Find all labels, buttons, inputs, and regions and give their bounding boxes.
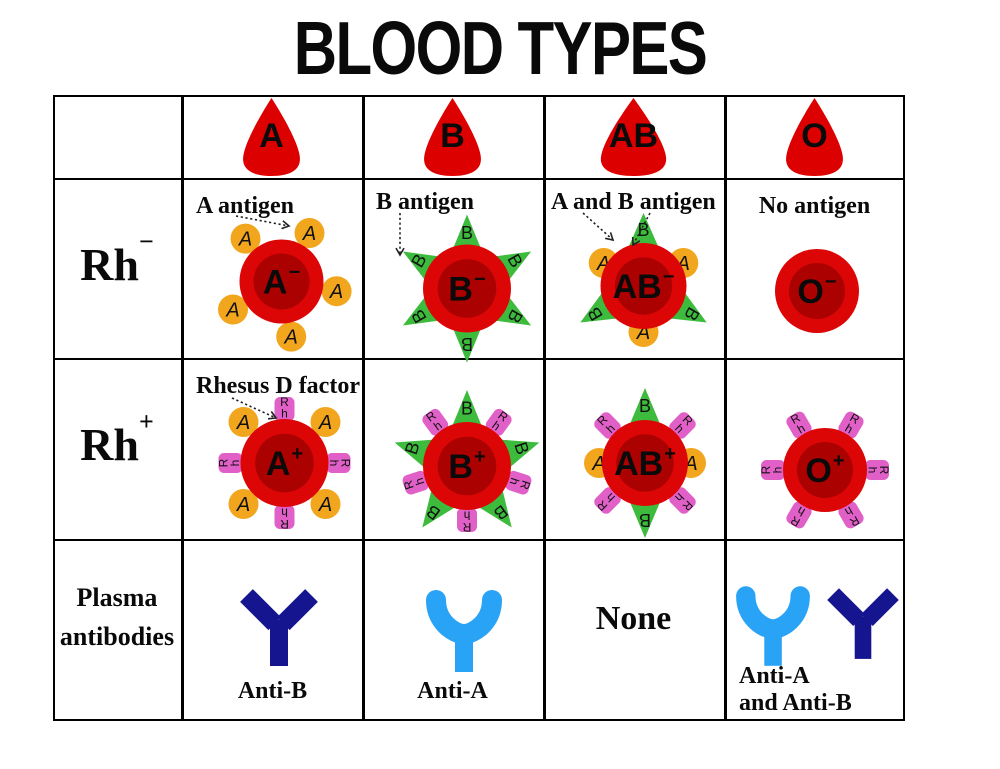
svg-text:B: B	[637, 220, 649, 240]
svg-text:A: A	[329, 281, 343, 303]
svg-text:Rh: Rh	[866, 466, 892, 475]
svg-text:A: A	[318, 412, 332, 434]
svg-text:Rh: Rh	[216, 458, 242, 467]
svg-text:Rh: Rh	[327, 459, 353, 468]
svg-text:B: B	[639, 510, 651, 530]
svg-text:B: B	[639, 396, 651, 416]
svg-text:A: A	[225, 300, 239, 322]
svg-text:A: A	[238, 229, 252, 251]
svg-text:Rh: Rh	[280, 395, 289, 421]
svg-text:B: B	[461, 399, 473, 419]
svg-text:B: B	[461, 223, 473, 243]
svg-text:Rh: Rh	[280, 506, 289, 532]
svg-text:A: A	[284, 327, 298, 349]
svg-text:Rh: Rh	[462, 509, 471, 535]
svg-text:A: A	[236, 412, 250, 434]
svg-text:A: A	[302, 223, 316, 245]
svg-text:Rh: Rh	[759, 465, 785, 474]
svg-text:A: A	[236, 494, 250, 516]
svg-text:A: A	[318, 494, 332, 516]
svg-text:B: B	[461, 334, 473, 354]
